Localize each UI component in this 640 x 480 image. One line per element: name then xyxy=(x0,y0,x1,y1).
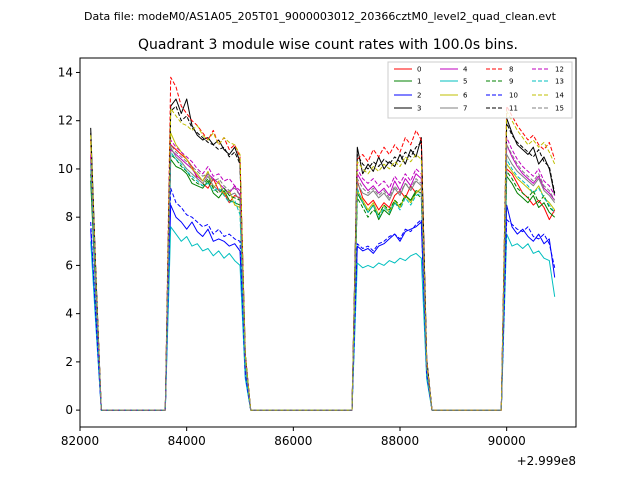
legend-entry-8: 8 xyxy=(486,66,513,74)
series-line-12 xyxy=(90,137,556,411)
legend-label: 13 xyxy=(555,78,564,86)
series-line-6 xyxy=(90,132,556,411)
x-tick-label: 84000 xyxy=(168,434,206,448)
series-14 xyxy=(90,108,556,411)
legend-label: 0 xyxy=(417,66,421,74)
series-line-15 xyxy=(90,144,556,411)
x-axis-ticks: 82000 84000 86000 88000 90000 xyxy=(61,427,526,448)
series-line-4 xyxy=(90,144,556,411)
series-line-5 xyxy=(90,226,556,411)
legend-label: 7 xyxy=(463,105,467,113)
series-line-7 xyxy=(90,146,556,411)
series-0 xyxy=(90,144,556,411)
legend-label: 10 xyxy=(509,92,518,100)
legend-entry-2: 2 xyxy=(394,92,421,100)
y-tick-label: 8 xyxy=(65,210,73,224)
series-line-8 xyxy=(90,76,556,411)
series-12 xyxy=(90,137,556,411)
series-11 xyxy=(90,105,556,411)
legend-entry-12: 12 xyxy=(532,66,564,74)
legend-entry-9: 9 xyxy=(486,78,513,86)
series-9 xyxy=(90,154,556,411)
legend-entry-10: 10 xyxy=(486,92,518,100)
y-tick-label: 10 xyxy=(58,162,73,176)
legend-entry-14: 14 xyxy=(532,92,564,100)
legend-label: 2 xyxy=(417,92,421,100)
legend-label: 15 xyxy=(555,105,564,113)
y-tick-label: 12 xyxy=(58,114,73,128)
series-8 xyxy=(90,76,556,411)
legend-label: 8 xyxy=(509,66,513,74)
legend-label: 12 xyxy=(555,66,564,74)
x-tick-label: 90000 xyxy=(488,434,526,448)
y-tick-label: 2 xyxy=(65,355,73,369)
legend-entry-6: 6 xyxy=(440,92,468,100)
legend-label: 3 xyxy=(417,105,421,113)
series-line-0 xyxy=(90,144,556,411)
x-tick-label: 82000 xyxy=(61,434,99,448)
x-tick-label: 88000 xyxy=(381,434,419,448)
series-line-13 xyxy=(90,151,556,411)
series-line-14 xyxy=(90,108,556,411)
legend-entry-13: 13 xyxy=(532,78,564,86)
y-tick-label: 6 xyxy=(65,258,73,272)
series-line-10 xyxy=(90,187,556,411)
legend-label: 9 xyxy=(509,78,513,86)
y-tick-label: 4 xyxy=(65,307,73,321)
legend-entry-15: 15 xyxy=(532,105,564,113)
legend-label: 14 xyxy=(555,92,564,100)
legend-entry-3: 3 xyxy=(394,105,421,113)
y-axis-ticks: 0 2 4 6 8 10 12 14 xyxy=(58,65,80,417)
series-6 xyxy=(90,132,556,411)
series-13 xyxy=(90,151,556,411)
series-line-11 xyxy=(90,105,556,411)
y-tick-label: 0 xyxy=(65,403,73,417)
series-15 xyxy=(90,144,556,411)
series-2 xyxy=(90,204,556,411)
series-line-9 xyxy=(90,154,556,411)
legend-entry-5: 5 xyxy=(440,78,467,86)
x-axis-offset-label: +2.999e8 xyxy=(517,454,576,468)
legend-entry-11: 11 xyxy=(486,105,518,113)
legend-box xyxy=(387,61,573,119)
legend-label: 6 xyxy=(463,92,468,100)
series-5 xyxy=(90,226,556,411)
legend-label: 11 xyxy=(509,105,518,113)
legend-entry-7: 7 xyxy=(440,105,467,113)
legend-label: 1 xyxy=(417,78,421,86)
legend-entry-4: 4 xyxy=(440,66,468,74)
series-line-2 xyxy=(90,204,556,411)
legend-label: 5 xyxy=(463,78,467,86)
series-layer xyxy=(90,76,556,411)
axes-frame xyxy=(79,57,577,428)
legend-entry-0: 0 xyxy=(394,66,421,74)
series-10 xyxy=(90,187,556,411)
series-4 xyxy=(90,144,556,411)
series-7 xyxy=(90,146,556,411)
y-tick-label: 14 xyxy=(58,65,73,79)
x-tick-label: 86000 xyxy=(274,434,312,448)
chart-title: Quadrant 3 module wise count rates with … xyxy=(138,37,518,53)
legend-label: 4 xyxy=(463,66,468,74)
figure-suptitle: Data file: modeM0/AS1A05_205T01_90000030… xyxy=(84,10,557,23)
legend-entry-1: 1 xyxy=(394,78,421,86)
